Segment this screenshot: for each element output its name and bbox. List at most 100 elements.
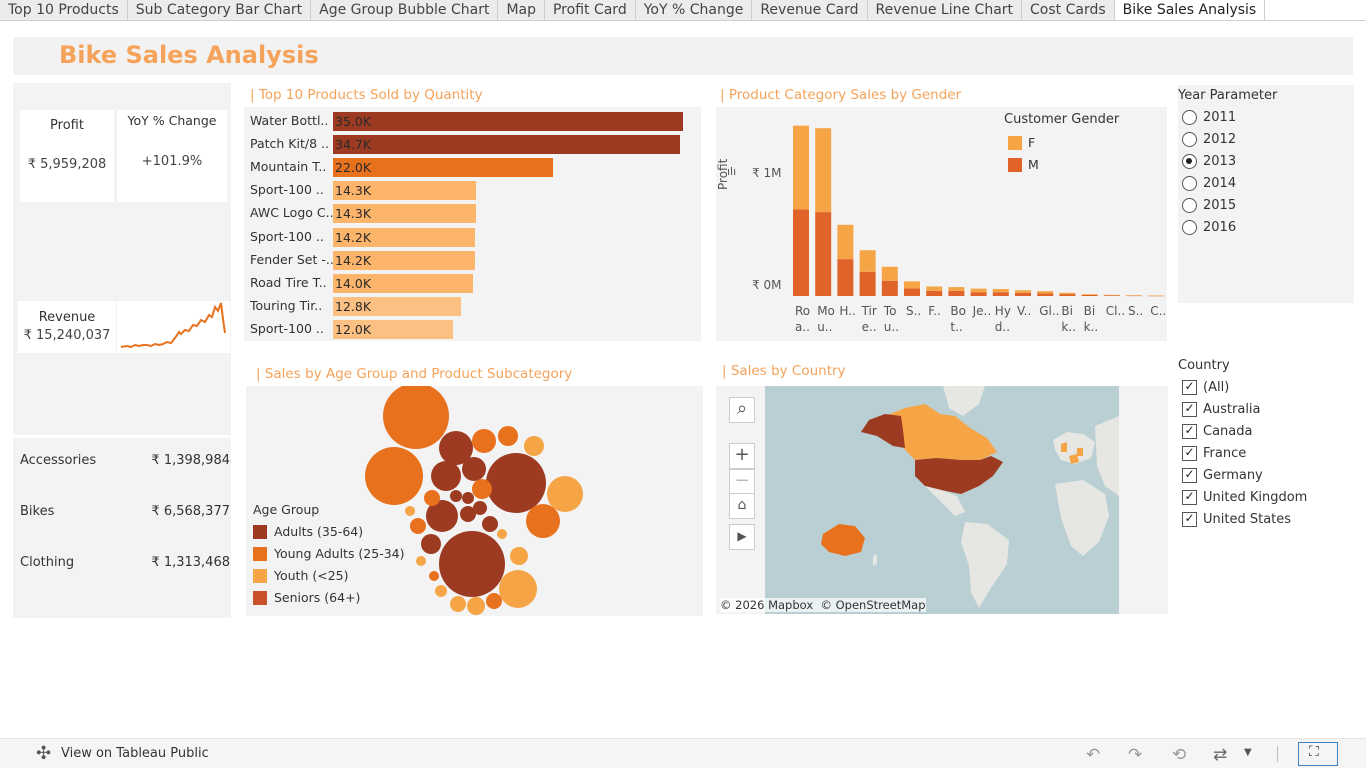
bar-female[interactable] (992, 289, 1009, 293)
map-search-button[interactable]: ⌕ (729, 397, 755, 423)
bar-male[interactable] (1081, 294, 1098, 296)
refresh-icon[interactable]: ⇄ (1213, 745, 1228, 765)
bar[interactable] (333, 273, 473, 293)
tab-bike-sales-analysis[interactable]: Bike Sales Analysis (1114, 0, 1266, 20)
checkbox[interactable]: ✓ (1182, 512, 1197, 527)
bar-female[interactable] (1059, 292, 1076, 295)
checkbox[interactable]: ✓ (1182, 490, 1197, 505)
bar-male[interactable] (1015, 292, 1031, 296)
checkbox[interactable]: ✓ (1182, 380, 1197, 395)
radio-button[interactable] (1182, 198, 1197, 213)
bar[interactable] (333, 158, 553, 178)
bar[interactable] (333, 181, 476, 201)
tab-map[interactable]: Map (498, 0, 545, 20)
year-option-2013[interactable]: 2013 (1182, 154, 1236, 169)
bar-female[interactable] (859, 250, 876, 272)
map-play-button[interactable]: ▶ (729, 524, 755, 550)
bar[interactable] (333, 227, 475, 247)
bar-male[interactable] (1037, 293, 1054, 296)
bubble (473, 501, 487, 515)
radio-button[interactable] (1182, 154, 1197, 169)
world-map[interactable] (765, 386, 1119, 614)
checkbox[interactable]: ✓ (1182, 468, 1197, 483)
bar-male[interactable] (837, 259, 854, 296)
redo-icon[interactable]: ↷ (1128, 745, 1143, 765)
radio-button[interactable] (1182, 132, 1197, 147)
bar-male[interactable] (1148, 295, 1165, 297)
bar-female[interactable] (1126, 295, 1142, 296)
home-button[interactable]: ⌂ (729, 493, 755, 519)
checkbox[interactable]: ✓ (1182, 424, 1197, 439)
bar[interactable] (333, 250, 475, 270)
bar-female[interactable] (1081, 294, 1098, 295)
checkbox[interactable]: ✓ (1182, 402, 1197, 417)
land-usa (915, 456, 1003, 494)
tab-sub-category-bar-chart[interactable]: Sub Category Bar Chart (127, 0, 312, 20)
bar-female[interactable] (881, 266, 898, 281)
bar-male[interactable] (1059, 294, 1076, 296)
tab-revenue-card[interactable]: Revenue Card (752, 0, 868, 20)
year-option-2012[interactable]: 2012 (1182, 132, 1236, 147)
bar-female[interactable] (1148, 295, 1165, 296)
bar-female[interactable] (1103, 294, 1120, 296)
checkbox[interactable]: ✓ (1182, 446, 1197, 461)
country-option-canada[interactable]: ✓ Canada (1182, 424, 1252, 439)
view-on-tableau-link[interactable]: View on Tableau Public (61, 746, 209, 761)
gender-bar-chart: Ro a.. Mo u.. H.. Tir e.. To u.. S.. F.. Bo t.. Je.. H… (793, 125, 1166, 334)
bar[interactable] (333, 112, 683, 131)
fullscreen-button[interactable] (1298, 742, 1338, 766)
country-option-all[interactable]: ✓ (All) (1182, 380, 1229, 395)
bar[interactable] (333, 204, 476, 224)
radio-button[interactable] (1182, 110, 1197, 125)
tab-age-group-bubble-chart[interactable]: Age Group Bubble Chart (311, 0, 499, 20)
country-option-united-kingdom[interactable]: ✓ United Kingdom (1182, 490, 1307, 505)
zoom-out-button[interactable]: − (729, 469, 755, 495)
tab-revenue-line-chart[interactable]: Revenue Line Chart (867, 0, 1023, 20)
bar[interactable] (333, 135, 680, 155)
country-option-germany[interactable]: ✓ Germany (1182, 468, 1263, 483)
bar-female[interactable] (1015, 290, 1031, 293)
bar-male[interactable] (793, 209, 809, 296)
country-option-australia[interactable]: ✓ Australia (1182, 402, 1261, 417)
bar-male[interactable] (881, 280, 898, 296)
country-option-france[interactable]: ✓ France (1182, 446, 1246, 461)
year-option-2016[interactable]: 2016 (1182, 220, 1236, 235)
bar-female[interactable] (926, 286, 943, 291)
radio-button[interactable] (1182, 176, 1197, 191)
year-option-2015[interactable]: 2015 (1182, 198, 1236, 213)
bar-male[interactable] (859, 271, 876, 296)
bar-male[interactable] (970, 292, 987, 296)
bar-female[interactable] (793, 125, 809, 210)
map-attribution[interactable]: © 2026 Mapbox © OpenStreetMap (720, 598, 926, 612)
bar-male[interactable] (1126, 295, 1142, 297)
tab-top-10-products[interactable]: Top 10 Products (0, 0, 128, 20)
chevron-down-icon[interactable]: ▼ (1244, 747, 1252, 758)
bar[interactable] (333, 296, 461, 316)
bar-female[interactable] (837, 224, 854, 260)
bar-female[interactable] (970, 288, 987, 293)
year-option-2011[interactable]: 2011 (1182, 110, 1236, 125)
bar-male[interactable] (926, 290, 943, 296)
bar-male[interactable] (815, 212, 832, 296)
bar-male[interactable] (948, 290, 965, 296)
revert-icon[interactable]: ⟲ (1172, 745, 1187, 765)
bar-male[interactable] (1103, 295, 1120, 296)
bar-female[interactable] (815, 128, 832, 213)
bar[interactable] (333, 319, 453, 339)
country-option-united-states[interactable]: ✓ United States (1182, 512, 1291, 527)
bar-male[interactable] (904, 288, 920, 296)
radio-button[interactable] (1182, 220, 1197, 235)
tab-profit-card[interactable]: Profit Card (544, 0, 636, 20)
legend-swatch-m (1008, 157, 1022, 172)
bar-female[interactable] (948, 287, 965, 291)
bar-female[interactable] (1037, 291, 1054, 294)
bar-male[interactable] (992, 292, 1009, 296)
undo-icon[interactable]: ↶ (1086, 745, 1101, 765)
zoom-in-button[interactable]: + (729, 443, 755, 469)
year-option-2014[interactable]: 2014 (1182, 176, 1236, 191)
tableau-logo-icon[interactable]: ✣ (36, 743, 52, 764)
fullscreen-icon[interactable]: ⛶ (1309, 744, 1319, 760)
bar-female[interactable] (904, 281, 920, 289)
tab-cost-cards[interactable]: Cost Cards (1022, 0, 1115, 20)
tab-yoy-change[interactable]: YoY % Change (635, 0, 753, 20)
